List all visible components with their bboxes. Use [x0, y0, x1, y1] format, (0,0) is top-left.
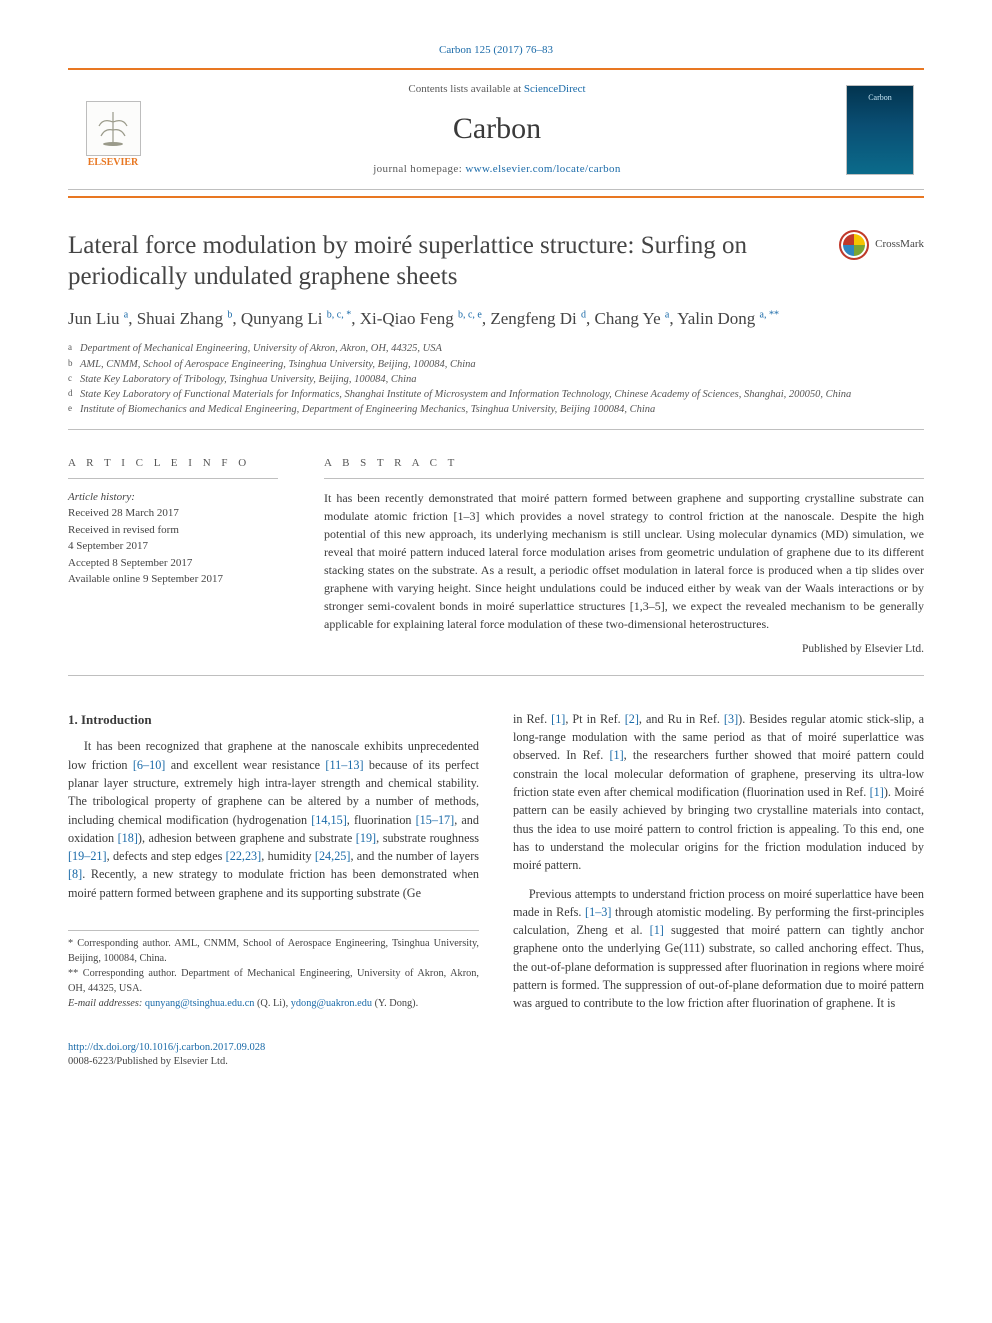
ref-link[interactable]: [18] [118, 831, 138, 845]
abstract-heading: A B S T R A C T [324, 456, 924, 471]
author: Qunyang Li b, c, * [241, 309, 351, 328]
header-block: ELSEVIER Contents lists available at Sci… [68, 70, 924, 190]
elsevier-tree-icon [86, 101, 141, 156]
journal-homepage-link[interactable]: www.elsevier.com/locate/carbon [465, 163, 620, 175]
affiliation-label: a [68, 341, 76, 356]
corresponding-author-2: ** Corresponding author. Department of M… [68, 967, 479, 997]
article-history: Article history: Received 28 March 2017 … [68, 489, 278, 588]
intro-paragraph-1: It has been recognized that graphene at … [68, 737, 479, 902]
corresponding-author-1: * Corresponding author. AML, CNMM, Schoo… [68, 937, 479, 967]
sciencedirect-link[interactable]: ScienceDirect [524, 83, 586, 95]
journal-reference[interactable]: Carbon 125 (2017) 76–83 [439, 44, 553, 56]
abstract-text: It has been recently demonstrated that m… [324, 489, 924, 633]
affiliation-label: c [68, 372, 76, 387]
page-footer: http://dx.doi.org/10.1016/j.carbon.2017.… [68, 1041, 924, 1070]
ref-link[interactable]: [1] [870, 785, 884, 799]
publisher-logo[interactable]: ELSEVIER [78, 90, 148, 170]
corresponding-footnotes: * Corresponding author. AML, CNMM, Schoo… [68, 930, 479, 1012]
author-affil-link[interactable]: a [124, 309, 128, 320]
author: Shuai Zhang b [137, 309, 233, 328]
email-link-2[interactable]: ydong@uakron.edu [291, 998, 372, 1009]
email-name-2: (Y. Dong). [372, 998, 418, 1009]
cover-label: Carbon [868, 92, 892, 103]
author-affil-link[interactable]: a [665, 309, 669, 320]
email-name-1: (Q. Li), [254, 998, 290, 1009]
ref-link[interactable]: [1] [551, 712, 565, 726]
ref-link[interactable]: [24,25] [315, 849, 351, 863]
abstract-rule [324, 478, 924, 479]
crossmark-icon [839, 230, 869, 260]
author-affil-link[interactable]: b, c, * [327, 309, 351, 320]
affiliations: a Department of Mechanical Engineering, U… [68, 341, 924, 417]
author-affil-link[interactable]: d [581, 309, 586, 320]
history-label: Article history: [68, 489, 278, 506]
affiliation-label: b [68, 357, 76, 372]
journal-title: Carbon [166, 108, 828, 150]
history-online: Available online 9 September 2017 [68, 571, 278, 588]
author-affil-link[interactable]: b [227, 309, 232, 320]
affiliation-label: e [68, 402, 76, 417]
publisher-name: ELSEVIER [88, 156, 139, 170]
author: Yalin Dong a, ** [677, 309, 779, 328]
ref-link[interactable]: [11–13] [325, 758, 363, 772]
ref-link[interactable]: [22,23] [226, 849, 262, 863]
affiliation-label: d [68, 387, 76, 402]
affiliation-text: State Key Laboratory of Functional Mater… [80, 387, 851, 402]
ref-link[interactable]: [19] [356, 831, 376, 845]
rule-after-affiliations [68, 429, 924, 430]
ref-link[interactable]: [1] [609, 748, 623, 762]
history-accepted: Accepted 8 September 2017 [68, 555, 278, 572]
history-revised-date: 4 September 2017 [68, 538, 278, 555]
article-title: Lateral force modulation by moiré superl… [68, 230, 815, 293]
ref-link[interactable]: [1–3] [585, 905, 611, 919]
crossmark-badge[interactable]: CrossMark [839, 230, 924, 260]
author: Chang Ye a [594, 309, 669, 328]
affiliation: e Institute of Biomechanics and Medical E… [68, 402, 924, 417]
author-affil-link[interactable]: b, c, e [458, 309, 482, 320]
author-affil-link[interactable]: a, ** [760, 309, 779, 320]
affiliation-text: Institute of Biomechanics and Medical En… [80, 402, 655, 417]
affiliation-text: AML, CNMM, School of Aerospace Engineeri… [80, 357, 476, 372]
article-info-rule [68, 478, 278, 479]
email-link-1[interactable]: qunyang@tsinghua.edu.cn [145, 998, 255, 1009]
history-received: Received 28 March 2017 [68, 505, 278, 522]
homepage-label: journal homepage: [373, 163, 465, 175]
crossmark-label: CrossMark [875, 237, 924, 252]
intro-paragraph-2: Previous attempts to understand friction… [513, 885, 924, 1013]
affiliation: d State Key Laboratory of Functional Mate… [68, 387, 924, 402]
affiliation: b AML, CNMM, School of Aerospace Engineer… [68, 357, 924, 372]
affiliation-text: Department of Mechanical Engineering, Un… [80, 341, 442, 356]
affiliation: c State Key Laboratory of Tribology, Tsin… [68, 372, 924, 387]
rule-bottom-orange [68, 196, 924, 198]
affiliation: a Department of Mechanical Engineering, U… [68, 341, 924, 356]
ref-link[interactable]: [6–10] [133, 758, 166, 772]
ref-link[interactable]: [2] [625, 712, 639, 726]
article-info-heading: A R T I C L E I N F O [68, 456, 278, 471]
contents-text: Contents lists available at [408, 83, 523, 95]
ref-link[interactable]: [1] [650, 923, 664, 937]
body-column-right: in Ref. [1], Pt in Ref. [2], and Ru in R… [513, 710, 924, 1023]
journal-cover-thumb[interactable]: Carbon [846, 85, 914, 175]
ref-link[interactable]: [14,15] [311, 813, 347, 827]
body-column-left: 1. Introduction It has been recognized t… [68, 710, 479, 1023]
email-label: E-mail addresses: [68, 998, 142, 1009]
ref-link[interactable]: [8] [68, 867, 82, 881]
history-revised-label: Received in revised form [68, 522, 278, 539]
section-intro-heading: 1. Introduction [68, 710, 479, 730]
author-list: Jun Liu a, Shuai Zhang b, Qunyang Li b, … [68, 307, 924, 332]
ref-link[interactable]: [3] [724, 712, 738, 726]
doi-link[interactable]: http://dx.doi.org/10.1016/j.carbon.2017.… [68, 1041, 924, 1056]
intro-paragraph-1-cont: in Ref. [1], Pt in Ref. [2], and Ru in R… [513, 710, 924, 875]
author: Zengfeng Di d [490, 309, 586, 328]
ref-link[interactable]: [19–21] [68, 849, 107, 863]
author: Jun Liu a [68, 309, 128, 328]
publisher-statement: Published by Elsevier Ltd. [324, 641, 924, 657]
issn-line: 0008-6223/Published by Elsevier Ltd. [68, 1056, 228, 1067]
author: Xi-Qiao Feng b, c, e [360, 309, 482, 328]
affiliation-text: State Key Laboratory of Tribology, Tsing… [80, 372, 417, 387]
ref-link[interactable]: [15–17] [416, 813, 455, 827]
